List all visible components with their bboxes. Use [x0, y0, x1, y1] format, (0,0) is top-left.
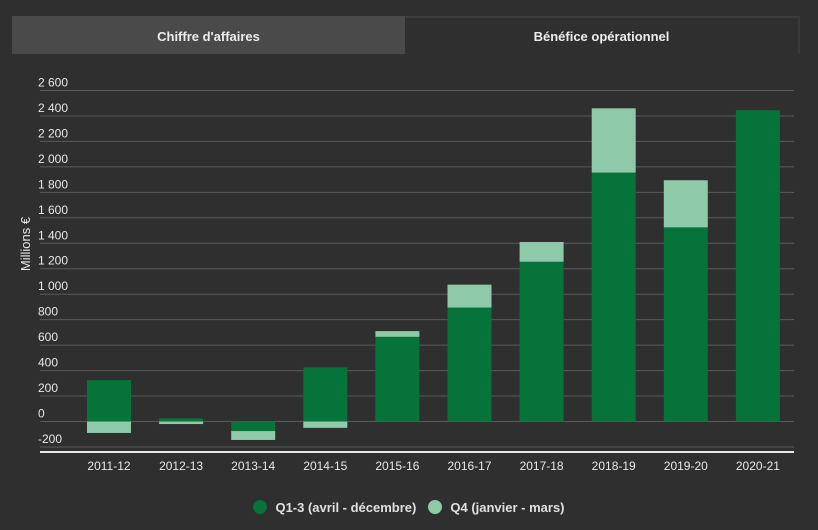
y-tick-label: 2 400	[38, 101, 68, 115]
x-tick-label: 2014-15	[303, 459, 347, 473]
y-tick-label: 0	[38, 407, 45, 421]
x-tick-label: 2019-20	[664, 459, 708, 473]
y-tick-label: 1 600	[38, 203, 68, 217]
bar-q4	[231, 431, 276, 440]
bar-q4	[87, 421, 131, 433]
x-tick-label: 2011-12	[87, 459, 130, 473]
x-tick-label: 2016-17	[447, 459, 491, 473]
bar-q4	[519, 241, 564, 262]
bar-q1-3	[87, 380, 131, 422]
legend-item-q1-3[interactable]: Q1-3 (avril - décembre)	[253, 500, 416, 515]
bar-q1-3	[519, 261, 564, 422]
x-tick-label: 2012-13	[159, 459, 203, 473]
legend-label-q4: Q4 (janvier - mars)	[450, 499, 565, 515]
bar-q4	[591, 108, 636, 173]
bar-q1-3	[663, 227, 708, 422]
tab-benefice-operationnel[interactable]: Bénéfice opérationnel	[405, 16, 800, 54]
x-tick-label: 2013-14	[231, 459, 275, 473]
bar-q4	[159, 421, 204, 425]
bar-q1-3	[159, 418, 204, 422]
bar-q4	[663, 180, 708, 228]
bar-q4	[375, 331, 420, 337]
chart-area: -200 0 200 400 600 800 1 000 1 200 1 400 1 600 1 8…	[0, 54, 818, 525]
bar-q1-3	[447, 307, 492, 422]
y-tick-label: 2 200	[38, 126, 68, 140]
y-tick-label: 2 000	[38, 152, 68, 166]
y-tick-label: -200	[38, 432, 62, 446]
legend-item-q4[interactable]: Q4 (janvier - mars)	[428, 499, 565, 515]
y-tick-label: 1 000	[38, 279, 68, 293]
legend-label-q1-3: Q1-3 (avril - décembre)	[275, 499, 417, 515]
bar-q1-3	[231, 421, 276, 432]
bar-q4	[303, 421, 348, 428]
y-tick-label: 1 200	[38, 254, 68, 268]
legend-swatch-q1-3	[253, 500, 268, 514]
bar-q1-3	[303, 367, 348, 422]
x-tick-label: 2017-18	[520, 459, 564, 473]
x-tick-label: 2018-19	[592, 459, 636, 473]
y-tick-label: 400	[38, 356, 58, 370]
y-axis-title: Millions €	[18, 216, 33, 271]
bar-q4	[447, 284, 492, 308]
y-tick-label: 600	[38, 330, 58, 344]
tab-chiffre-affaires[interactable]: Chiffre d'affaires	[12, 16, 405, 54]
x-tick-label: 2020-21	[736, 459, 780, 473]
y-tick-label: 1 400	[38, 228, 68, 242]
y-tick-label: 2 600	[38, 76, 68, 90]
chart-tabs: Chiffre d'affaires Bénéfice opérationnel	[12, 16, 800, 54]
bar-q1-3	[735, 110, 780, 422]
y-tick-label: 800	[38, 305, 58, 319]
legend-swatch-q4	[428, 500, 443, 514]
bar-q1-3	[375, 336, 420, 422]
chart-legend: Q1-3 (avril - décembre) Q4 (janvier - ma…	[0, 497, 818, 517]
y-tick-label: 200	[38, 381, 58, 395]
bar-q1-3	[591, 172, 636, 422]
x-tick-label: 2015-16	[375, 459, 419, 473]
stacked-bar-chart: -200 0 200 400 600 800 1 000 1 200 1 400 1 600 1 8…	[18, 76, 794, 473]
y-tick-label: 1 800	[38, 177, 68, 191]
